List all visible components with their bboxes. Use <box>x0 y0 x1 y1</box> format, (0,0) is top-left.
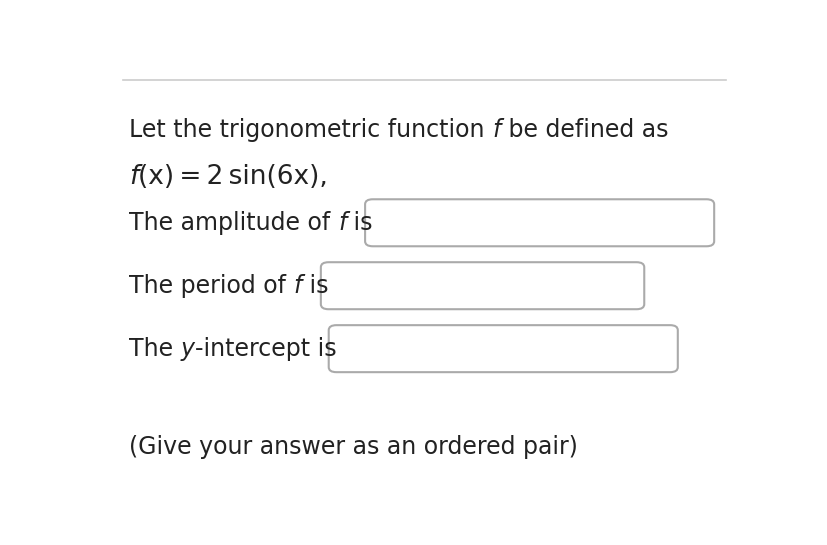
Text: The: The <box>129 337 180 361</box>
Text: f: f <box>337 211 346 235</box>
Text: (x) = 2 sin(6x),: (x) = 2 sin(6x), <box>138 164 327 190</box>
Text: be defined as: be defined as <box>500 118 667 142</box>
Text: is: is <box>302 274 328 298</box>
Text: is: is <box>346 211 372 235</box>
Text: f: f <box>491 118 500 142</box>
Text: f: f <box>129 164 138 190</box>
FancyBboxPatch shape <box>328 325 677 372</box>
Text: -intercept is: -intercept is <box>194 337 336 361</box>
Text: (Give your answer as an ordered pair): (Give your answer as an ordered pair) <box>129 435 577 459</box>
Text: The amplitude of: The amplitude of <box>129 211 337 235</box>
FancyBboxPatch shape <box>365 199 714 246</box>
FancyBboxPatch shape <box>320 262 643 309</box>
Text: The period of: The period of <box>129 274 294 298</box>
Text: y: y <box>180 337 194 361</box>
Text: Let the trigonometric function: Let the trigonometric function <box>129 118 491 142</box>
Text: f: f <box>294 274 302 298</box>
